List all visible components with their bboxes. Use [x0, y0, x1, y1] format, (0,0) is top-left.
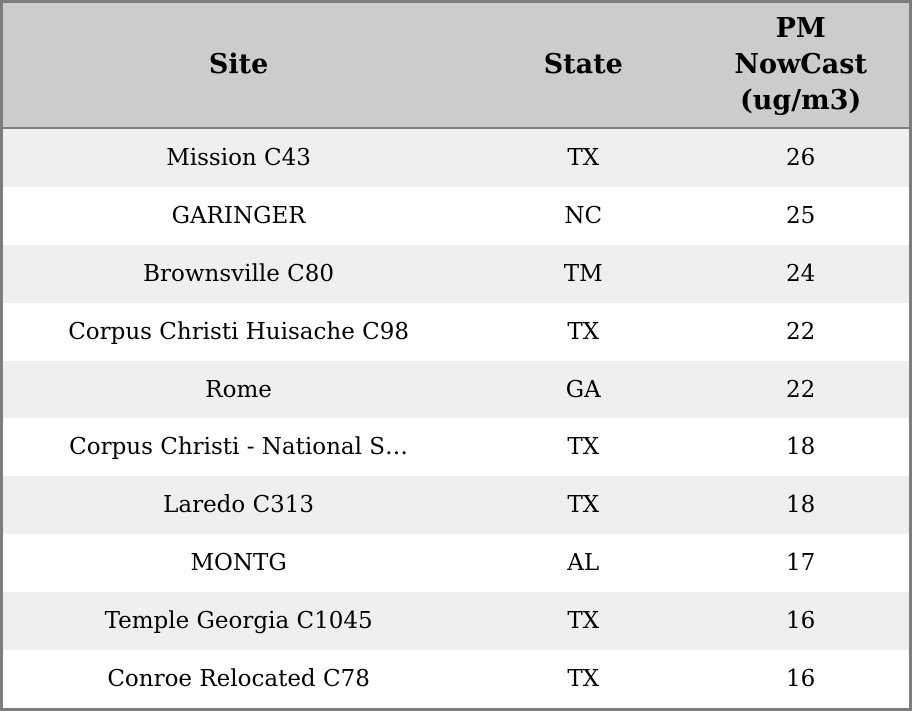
cell-state: TM [563, 260, 603, 287]
table-row: Temple Georgia C1045 TX 16 [1, 592, 911, 651]
cell-site: Corpus Christi - National S… [69, 434, 409, 461]
cell-state: TX [567, 608, 600, 635]
column-header-pm-nowcast: PM NowCast (ug/m3) [692, 1, 911, 129]
table-row: Laredo C313 TX 18 [1, 476, 911, 535]
cell-pm-nowcast: 16 [786, 608, 816, 635]
cell-pm-nowcast: 17 [786, 550, 816, 577]
cell-pm-nowcast: 25 [786, 202, 816, 229]
cell-state: AL [567, 550, 600, 577]
cell-pm-nowcast: 22 [786, 376, 816, 403]
cell-site: Brownsville C80 [143, 260, 335, 287]
cell-state: NC [564, 202, 603, 229]
cell-pm-nowcast: 18 [786, 492, 816, 519]
table-body: Mission C43 TX 26 GARINGER NC 25 Brownsville C… [1, 128, 911, 710]
table-row: Mission C43 TX 26 [1, 128, 911, 187]
table-row: MONTG AL 17 [1, 534, 911, 593]
cell-state: TX [567, 492, 600, 519]
cell-state: TX [567, 434, 600, 461]
cell-state: TX [567, 318, 600, 345]
cell-site: MONTG [190, 550, 287, 577]
cell-site: Rome [205, 376, 272, 403]
cell-state: GA [565, 376, 601, 403]
cell-site: Conroe Relocated C78 [107, 666, 370, 693]
column-header-state: State [474, 1, 693, 129]
table-row: Brownsville C80 TM 24 [1, 244, 911, 303]
cell-site: GARINGER [171, 202, 306, 229]
table-header: Site State PM NowCast (ug/m3) [1, 1, 911, 129]
table-row: GARINGER NC 25 [1, 186, 911, 245]
cell-pm-nowcast: 22 [786, 318, 816, 345]
table-row: Corpus Christi Huisache C98 TX 22 [1, 302, 911, 361]
cell-pm-nowcast: 24 [786, 260, 816, 287]
cell-site: Corpus Christi Huisache C98 [68, 318, 409, 345]
cell-pm-nowcast: 26 [786, 144, 816, 171]
cell-state: TX [567, 144, 600, 171]
cell-state: TX [567, 666, 600, 693]
cell-pm-nowcast: 16 [786, 666, 816, 693]
table-row: Rome GA 22 [1, 360, 911, 419]
header-row: Site State PM NowCast (ug/m3) [1, 1, 911, 129]
table-row: Corpus Christi - National S… TX 18 [1, 418, 911, 477]
cell-site: Temple Georgia C1045 [104, 608, 373, 635]
column-header-site: Site [1, 1, 475, 129]
table-row: Conroe Relocated C78 TX 16 [1, 650, 911, 710]
cell-pm-nowcast: 18 [786, 434, 816, 461]
cell-site: Laredo C313 [163, 492, 315, 519]
cell-site: Mission C43 [166, 144, 311, 171]
